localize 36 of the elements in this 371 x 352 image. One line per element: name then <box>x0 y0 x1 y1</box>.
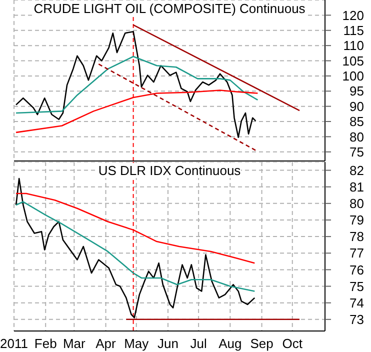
x-tick-label: Jul <box>190 336 207 352</box>
y-tick-label: 120 <box>342 8 364 23</box>
x-tick-label: May <box>124 336 150 352</box>
y-tick-label: 73 <box>350 312 364 328</box>
y-tick-label: 78 <box>350 229 364 244</box>
y-tick-label: 100 <box>342 68 364 84</box>
y-tick-label: 77 <box>350 246 364 261</box>
line-series <box>15 56 258 114</box>
y-tick-label: 75 <box>350 278 364 294</box>
y-tick-label: 80 <box>350 129 364 144</box>
y-tick-label: 90 <box>350 98 364 114</box>
y-tick-label: 79 <box>350 212 364 228</box>
y-tick-label: 82 <box>350 162 364 178</box>
x-tick-label: Aug <box>218 336 242 352</box>
y-tick-label: 81 <box>350 179 364 194</box>
x-tick-label: Mar <box>62 336 86 352</box>
x-tick-label: Oct <box>282 336 303 352</box>
y-tick-label: 95 <box>350 84 364 99</box>
y-tick-label: 75 <box>350 144 364 160</box>
x-tick-label: Jun <box>157 336 178 352</box>
x-tick-label: 2011 <box>0 336 28 352</box>
line-series <box>15 178 256 318</box>
chart-title: CRUDE LIGHT OIL (COMPOSITE) Continuous <box>34 1 306 16</box>
y-tick-label: 80 <box>350 196 364 212</box>
x-tick-label: Sep <box>250 336 274 352</box>
y-tick-label: 76 <box>350 262 364 278</box>
line-series <box>15 30 256 138</box>
y-tick-label: 115 <box>343 22 364 38</box>
chart-title: US DLR IDX Continuous <box>98 163 241 178</box>
line-series <box>15 201 256 292</box>
y-tick-label: 110 <box>343 38 364 54</box>
y-tick-label: 105 <box>342 53 364 68</box>
y-tick-label: 74 <box>350 295 364 310</box>
x-tick-label: Feb <box>34 336 57 352</box>
x-tick-label: Apr <box>96 336 117 352</box>
y-tick-label: 85 <box>350 114 364 130</box>
